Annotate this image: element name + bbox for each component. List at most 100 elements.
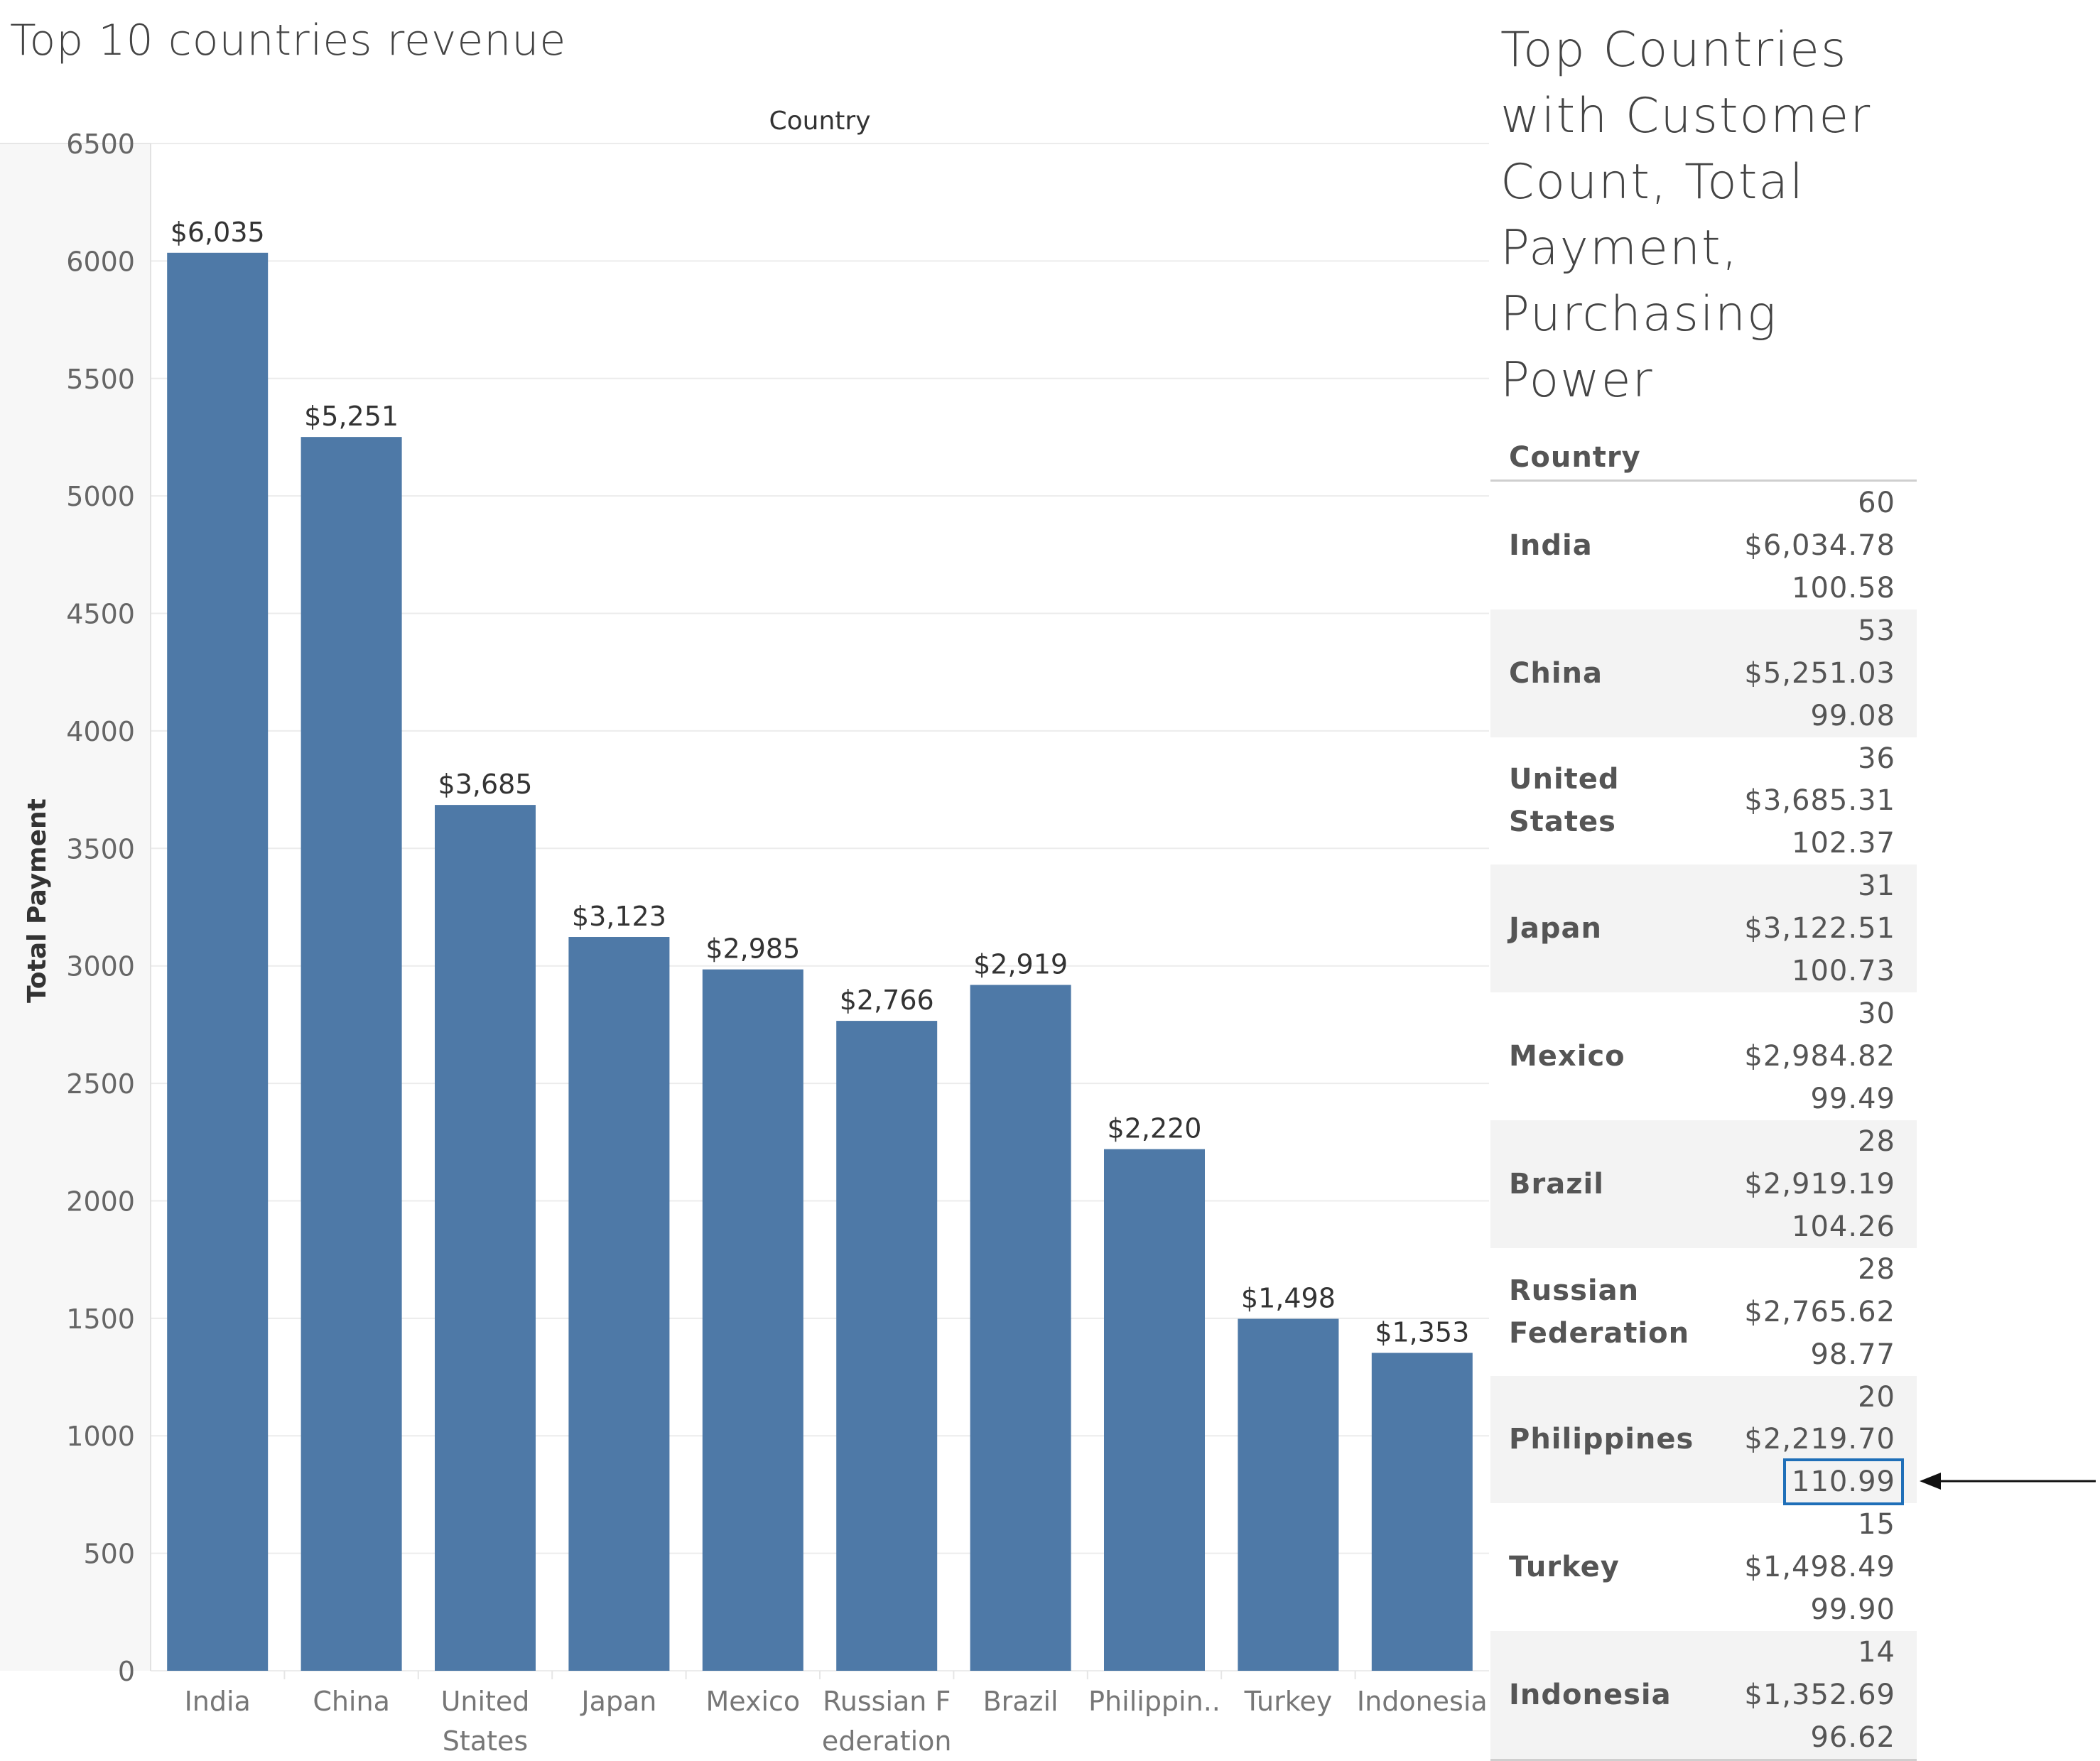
row-values: 28 $2,765.62 98.77 (1738, 1248, 1901, 1376)
table-row: India 60 $6,034.78 100.58 (1490, 482, 1917, 609)
bar (435, 805, 536, 1671)
country-name: Mexico (1509, 1040, 1625, 1073)
country-name: Philippines (1509, 1423, 1694, 1456)
total-payment: $5,251.03 (1744, 656, 1895, 690)
row-values: 31 $3,122.51 100.73 (1738, 865, 1901, 992)
table-header: Country (1490, 437, 1917, 482)
total-payment: $3,122.51 (1744, 912, 1895, 945)
purchasing-power: 99.08 (1810, 699, 1895, 732)
x-tick-label: China (313, 1686, 390, 1717)
data-label: $2,766 (840, 985, 934, 1016)
row-values: 53 $5,251.03 99.08 (1738, 609, 1901, 737)
y-tick-label: 5500 (66, 364, 135, 395)
country-name: India (1509, 529, 1593, 562)
table-row: Philippines 20 $2,219.70 110.99 (1490, 1375, 1917, 1506)
y-tick-label: 1500 (66, 1304, 135, 1335)
x-tick-label: Japan (580, 1686, 656, 1717)
x-tick-label: Turkey (1244, 1686, 1333, 1717)
y-tick-label: 1000 (66, 1421, 135, 1452)
x-tick-label: States (443, 1725, 528, 1757)
customer-count: 15 (1858, 1508, 1895, 1541)
y-tick-label: 4000 (66, 716, 135, 747)
bar (301, 437, 402, 1671)
y-axis-panel (0, 143, 151, 1671)
data-label: $6,035 (171, 217, 265, 248)
purchasing-power: 104.26 (1792, 1210, 1895, 1243)
bar (1238, 1318, 1339, 1671)
x-tick-label: Brazil (983, 1686, 1059, 1717)
x-tick-label: United (441, 1686, 530, 1717)
row-values: 30 $2,984.82 99.49 (1738, 992, 1901, 1120)
y-axis-title: Total Payment (23, 798, 52, 1003)
table-header-country: Country (1509, 441, 1641, 474)
y-tick-label: 2000 (66, 1186, 135, 1217)
data-label: $1,498 (1241, 1283, 1336, 1314)
bar-chart: 0 500 1000 1500 2000 2500 3000 3500 4000 4500 5000… (0, 107, 1489, 1757)
x-tick-label: Mexico (705, 1686, 800, 1717)
x-axis-title: Country (769, 107, 870, 136)
data-label: $5,251 (304, 401, 399, 432)
row-values: 36 $3,685.31 102.37 (1738, 737, 1901, 865)
purchasing-power: 100.58 (1792, 571, 1895, 605)
y-tick-label: 6500 (66, 129, 135, 160)
x-tick-label: ederation (822, 1725, 952, 1757)
table-row: Indonesia 14 $1,352.69 96.62 (1490, 1631, 1917, 1759)
data-label: $3,123 (572, 901, 666, 932)
row-values: 20 $2,219.70 110.99 (1738, 1376, 1904, 1506)
chart-title: Top 10 countries revenue (10, 16, 567, 65)
bar (1104, 1149, 1205, 1671)
data-label: $1,353 (1375, 1316, 1469, 1348)
y-tick-label: 0 (118, 1656, 135, 1687)
customer-count: 20 (1858, 1380, 1895, 1414)
customer-count: 28 (1858, 1252, 1895, 1286)
bar (970, 985, 1071, 1671)
bar (1371, 1353, 1473, 1671)
total-payment: $2,984.82 (1744, 1040, 1895, 1073)
table-body: India 60 $6,034.78 100.58 China 53 $5,251.03 99… (1490, 482, 1917, 1759)
table-row: Russian Federation 28 $2,765.62 98.77 (1490, 1248, 1917, 1376)
country-name: Indonesia (1509, 1679, 1672, 1712)
purchasing-power: 96.62 (1810, 1721, 1895, 1754)
country-name: Brazil (1509, 1167, 1604, 1201)
customer-count: 36 (1858, 742, 1895, 775)
table-row: Mexico 30 $2,984.82 99.49 (1490, 992, 1917, 1120)
x-tick-label: Philippin.. (1088, 1686, 1221, 1717)
table-row: Japan 31 $3,122.51 100.73 (1490, 865, 1917, 993)
row-values: 14 $1,352.69 96.62 (1738, 1631, 1901, 1759)
customer-count: 60 (1858, 486, 1895, 519)
row-values: 28 $2,919.19 104.26 (1738, 1120, 1901, 1248)
y-tick-label: 3000 (66, 951, 135, 982)
total-payment: $3,685.31 (1744, 784, 1895, 818)
country-name: United States (1509, 763, 1620, 839)
bar (568, 937, 670, 1671)
data-label: $2,985 (705, 933, 800, 965)
data-label: $3,685 (438, 769, 533, 800)
purchasing-power: 99.90 (1810, 1593, 1895, 1627)
country-name: Turkey (1509, 1551, 1620, 1584)
y-tick-label: 3500 (66, 833, 135, 865)
total-payment: $6,034.78 (1744, 529, 1895, 562)
y-tick-label: 2500 (66, 1068, 135, 1100)
y-tick-label: 4500 (66, 599, 135, 630)
x-tick-label: Russian F (823, 1686, 951, 1717)
customer-count: 53 (1858, 614, 1895, 647)
country-name: Russian Federation (1509, 1274, 1690, 1350)
y-tick-label: 5000 (66, 481, 135, 512)
customer-count: 31 (1858, 869, 1895, 903)
purchasing-power: 99.49 (1810, 1082, 1895, 1115)
customer-count: 14 (1858, 1636, 1895, 1669)
purchasing-power-highlighted: 110.99 (1783, 1458, 1904, 1506)
y-tick-label: 500 (83, 1539, 135, 1570)
total-payment: $2,919.19 (1744, 1167, 1895, 1201)
table-title: Top Countries with Customer Count, Total… (1500, 22, 1872, 408)
x-tick-label: Indonesia (1357, 1686, 1488, 1717)
table-row: United States 36 $3,685.31 102.37 (1490, 737, 1917, 865)
purchasing-power: 102.37 (1792, 827, 1895, 860)
country-name: Japan (1509, 912, 1602, 945)
country-table: Country India 60 $6,034.78 100.58 China 53 $5,… (1490, 437, 1917, 1761)
total-payment: $2,219.70 (1744, 1423, 1895, 1456)
row-values: 15 $1,498.49 99.90 (1738, 1503, 1901, 1631)
x-tick-label: India (185, 1686, 251, 1717)
customer-count: 28 (1858, 1125, 1895, 1158)
bar (167, 252, 269, 1671)
